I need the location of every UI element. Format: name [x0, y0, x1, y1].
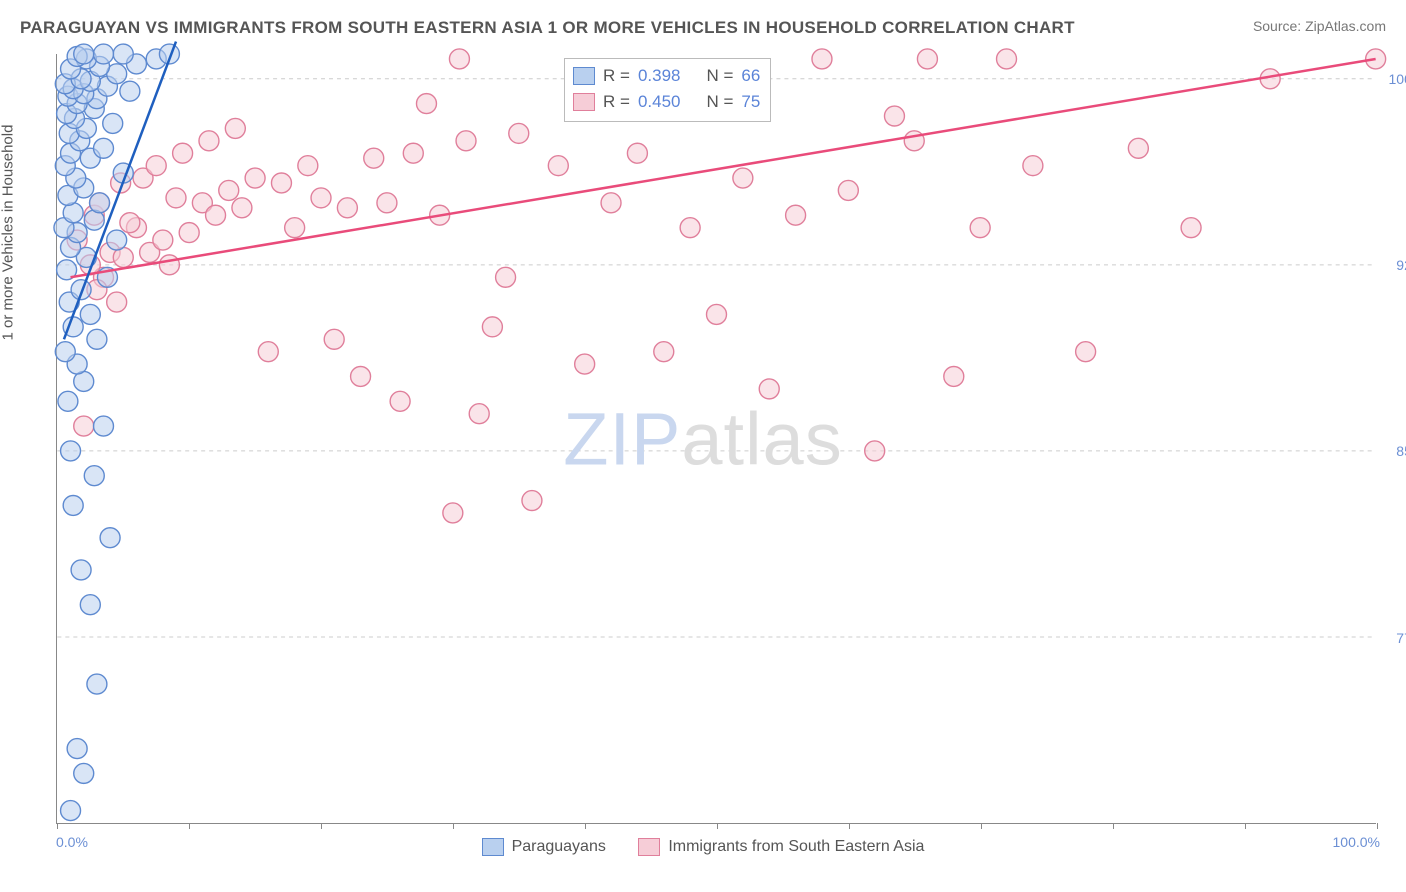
x-tick [585, 823, 586, 829]
y-tick-label: 100.0% [1381, 71, 1406, 87]
legend-label-a: Paraguayans [512, 838, 606, 856]
x-tick [453, 823, 454, 829]
stat-n-label: N = [706, 92, 733, 112]
legend-bottom: Paraguayans Immigrants from South Easter… [0, 838, 1406, 861]
legend-swatch-a-bottom [482, 838, 504, 856]
legend-swatch-a [573, 67, 595, 85]
x-tick [981, 823, 982, 829]
y-tick-label: 92.5% [1381, 257, 1406, 273]
y-tick-label: 85.0% [1381, 443, 1406, 459]
y-tick-label: 77.5% [1381, 630, 1406, 646]
legend-stats-row-a: R = 0.398 N = 66 [573, 63, 760, 89]
plot-area: 77.5%85.0%92.5%100.0% [56, 54, 1376, 824]
legend-label-b: Immigrants from South Eastern Asia [668, 838, 924, 856]
stat-r-b: 0.450 [638, 92, 681, 112]
y-axis-title: 1 or more Vehicles in Household [0, 125, 17, 341]
chart-svg [57, 54, 1376, 823]
x-tick [321, 823, 322, 829]
stat-n-b: 75 [741, 92, 760, 112]
legend-stats-box: R = 0.398 N = 66 R = 0.450 N = 75 [564, 58, 771, 122]
stat-n-a: 66 [741, 66, 760, 86]
legend-swatch-b [573, 93, 595, 111]
legend-item-b: Immigrants from South Eastern Asia [638, 838, 924, 856]
legend-swatch-b-bottom [638, 838, 660, 856]
chart-title: PARAGUAYAN VS IMMIGRANTS FROM SOUTH EAST… [20, 18, 1075, 38]
x-tick [189, 823, 190, 829]
stat-r-label: R = [603, 92, 630, 112]
legend-stats-row-b: R = 0.450 N = 75 [573, 89, 760, 115]
x-tick [1113, 823, 1114, 829]
x-tick [57, 823, 58, 829]
x-tick [1377, 823, 1378, 829]
source-label: Source: ZipAtlas.com [1253, 18, 1386, 34]
x-tick [849, 823, 850, 829]
x-tick [1245, 823, 1246, 829]
stat-n-label: N = [706, 66, 733, 86]
legend-item-a: Paraguayans [482, 838, 606, 856]
stat-r-a: 0.398 [638, 66, 681, 86]
x-tick [717, 823, 718, 829]
stat-r-label: R = [603, 66, 630, 86]
